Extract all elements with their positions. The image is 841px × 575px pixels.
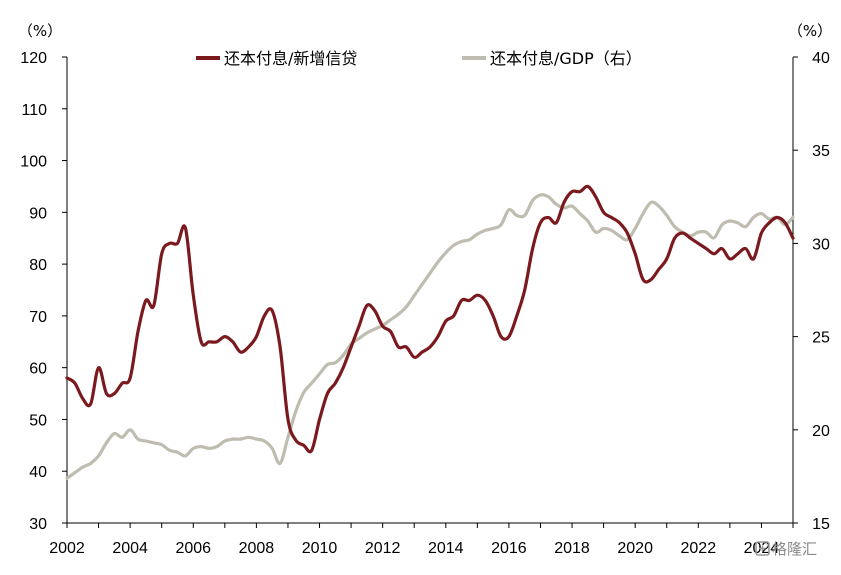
right-axis-unit: （%） [788,22,832,40]
x-tick-label: 2006 [175,540,211,557]
x-axis-ticks: 2002 2004 2006 2008 2010 2012 2014 2016 2018 2020… [49,523,794,557]
left-tick-label: 100 [20,154,47,171]
right-axis-ticks: 15 20 25 30 35 40 [793,50,830,533]
left-tick-label: 120 [20,50,47,67]
right-tick-label: 35 [812,143,830,160]
left-tick-label: 60 [29,361,47,378]
left-tick-label: 80 [29,257,47,274]
x-tick-label: 2020 [617,540,653,557]
x-tick-label: 2012 [365,540,401,557]
left-tick-label: 30 [29,516,47,533]
watermark: 格隆汇 [755,540,817,558]
x-tick-label: 2018 [554,540,590,557]
right-tick-label: 25 [812,330,830,347]
left-axis-ticks: 30 40 50 60 70 80 90 100 110 120 [20,50,67,533]
left-tick-label: 110 [21,102,47,119]
left-tick-label: 70 [29,309,47,326]
right-tick-label: 40 [812,50,830,67]
series-layer [65,184,795,480]
x-tick-label: 2004 [112,540,148,557]
series-line-debt-credit [65,184,795,454]
left-tick-label: 90 [29,205,47,222]
right-tick-label: 20 [812,423,830,440]
right-tick-label: 30 [812,236,830,253]
left-axis-unit: （%） [18,22,62,40]
x-tick-label: 2010 [302,540,338,557]
series-line-debt-gdp [65,193,795,480]
legend-label-debt-gdp: 还本付息/GDP（右） [490,49,642,68]
right-tick-label: 15 [812,516,830,533]
axes [66,57,794,524]
x-tick-label: 2016 [491,540,527,557]
x-tick-label: 2014 [428,540,464,557]
x-tick-label: 2002 [49,540,85,557]
gelonghui-logo-icon [755,541,770,556]
watermark-text: 格隆汇 [772,540,817,558]
left-tick-label: 40 [29,464,47,481]
x-tick-label: 2022 [681,540,717,557]
legend: 还本付息/新增信贷 还本付息/GDP（右） [196,49,642,68]
legend-label-debt-credit: 还本付息/新增信贷 [224,49,357,68]
left-tick-label: 50 [29,412,47,429]
x-tick-label: 2008 [239,540,275,557]
